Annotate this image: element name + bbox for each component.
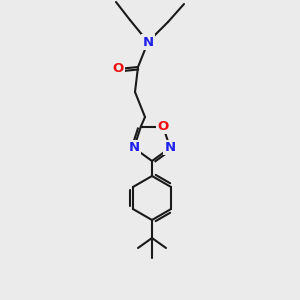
Text: N: N [128, 141, 140, 154]
Text: O: O [112, 62, 124, 76]
Text: N: N [142, 35, 154, 49]
Text: N: N [164, 141, 175, 154]
Text: O: O [158, 120, 169, 133]
